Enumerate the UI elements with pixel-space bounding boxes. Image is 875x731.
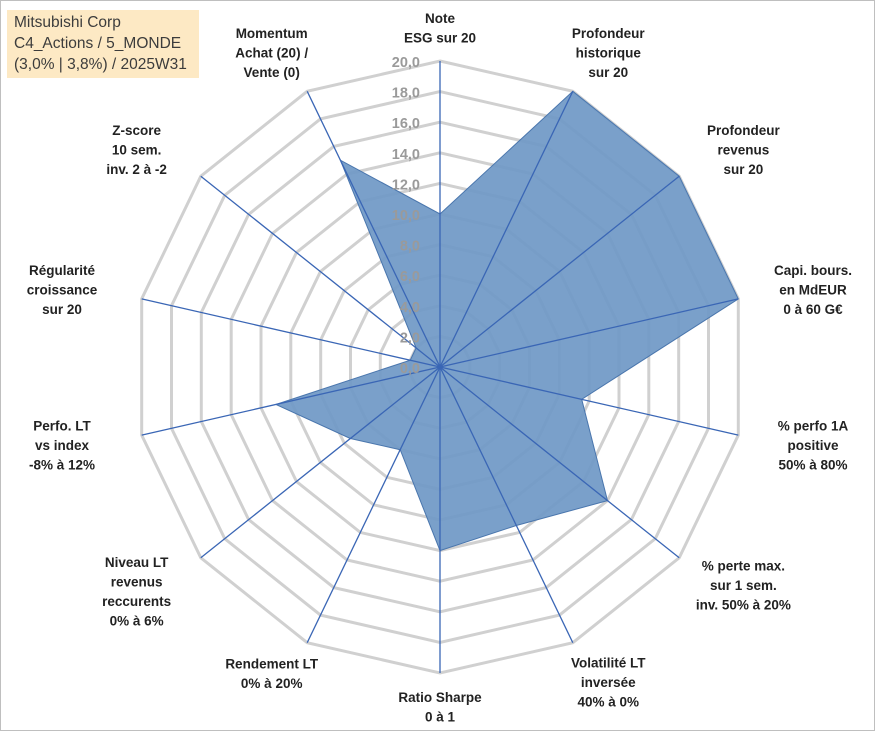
axis-label-line: revenus [718, 143, 770, 158]
axis-label-line: Niveau LT [105, 555, 169, 570]
tick-label: 2,0 [400, 330, 420, 346]
axis-label-line: Perfo. LT [33, 419, 91, 434]
axis-label-line: positive [787, 438, 839, 453]
tick-label: 12,0 [392, 177, 420, 193]
axis-label-line: inv. 2 à -2 [106, 162, 167, 177]
axis-layer [141, 61, 739, 673]
axis-label-line: Z-score [112, 123, 161, 138]
axis-label-line: Rendement LT [225, 656, 319, 671]
axis-label: % perte max. sur 1 sem. inv. 50% à 20% [696, 559, 791, 613]
axis-spoke [141, 366, 441, 436]
axis-label-line: 0 à 1 [425, 710, 456, 725]
axis-label: Capi. bours. en MdEUR 0 à 60 G€ [774, 263, 852, 317]
axis-label: Niveau LT revenus reccurents 0% à 6% [102, 555, 171, 629]
axis-label-line: Capi. bours. [774, 263, 852, 278]
tick-label: 14,0 [392, 147, 420, 163]
info-box: Mitsubishi Corp C4_Actions / 5_MONDE (3,… [7, 10, 199, 78]
axis-spoke [439, 366, 680, 559]
tick-label: 8,0 [400, 239, 420, 255]
axis-label-line: croissance [27, 283, 98, 298]
axis-spoke [439, 298, 739, 368]
axis-label: Momentum Achat (20) / Vente (0) [235, 26, 308, 80]
axis-label-line: 0% à 20% [241, 676, 303, 691]
tick-label: 20,0 [392, 55, 420, 71]
axis-label-line: Achat (20) / [235, 46, 308, 61]
axis-spoke [439, 366, 574, 643]
axis-label-line: 0% à 6% [110, 613, 164, 628]
axis-label-line: revenus [111, 574, 163, 589]
info-category: C4_Actions / 5_MONDE [14, 35, 182, 52]
axis-label-line: % perte max. [702, 559, 785, 574]
axis-label-line: inv. 50% à 20% [696, 598, 791, 613]
axis-label-line: sur 1 sem. [710, 578, 777, 593]
axis-label: Perfo. LT vs index -8% à 12% [29, 419, 95, 473]
axis-label-line: 40% à 0% [578, 694, 640, 709]
axis-label: Profondeur revenus sur 20 [707, 123, 780, 177]
tick-layer: 0,0 2,0 4,0 6,0 8,0 10,0 12,0 14,0 16,0 18,0 20,0 [392, 55, 420, 377]
tick-label: 16,0 [392, 116, 420, 132]
axis-label-line: inversée [581, 675, 636, 690]
axis-label: Note ESG sur 20 [404, 11, 476, 46]
axis-label: Profondeur historique sur 20 [572, 26, 645, 80]
axis-label-line: 50% à 80% [778, 458, 847, 473]
axis-label-line: 0 à 60 G€ [783, 302, 843, 317]
axis-spoke [141, 298, 441, 368]
tick-label: 6,0 [400, 269, 420, 285]
axis-label-line: historique [576, 46, 642, 61]
axis-label-line: Profondeur [572, 26, 645, 41]
axis-label-line: Volatilité LT [571, 655, 646, 670]
axis-label-line: reccurents [102, 594, 171, 609]
info-company: Mitsubishi Corp [14, 14, 121, 31]
axis-label-line: Profondeur [707, 123, 780, 138]
tick-label: 0,0 [400, 361, 420, 377]
tick-label: 18,0 [392, 86, 420, 102]
axis-label-line: Ratio Sharpe [398, 690, 482, 705]
axis-spoke [439, 91, 574, 368]
axis-label-line: Momentum [236, 26, 308, 41]
axis-label-line: 10 sem. [112, 143, 162, 158]
axis-label-line: vs index [35, 438, 90, 453]
tick-label: 10,0 [392, 208, 420, 224]
axis-spoke [200, 366, 441, 559]
axis-label: Z-score 10 sem. inv. 2 à -2 [106, 123, 167, 177]
axis-label: Régularité croissance sur 20 [27, 263, 98, 317]
axis-label-line: Note [425, 11, 455, 26]
tick-label: 4,0 [400, 300, 420, 316]
axis-label-line: sur 20 [42, 302, 82, 317]
axis-spoke [200, 175, 441, 368]
axis-label-line: % perfo 1A [778, 419, 849, 434]
axis-label: Ratio Sharpe 0 à 1 [398, 690, 482, 725]
axis-label-line: Vente (0) [244, 65, 300, 80]
axis-label-line: ESG sur 20 [404, 31, 476, 46]
axis-spoke [306, 91, 441, 368]
axis-label: Volatilité LT inversée 40% à 0% [571, 655, 646, 709]
axis-label-line: en MdEUR [779, 283, 847, 298]
axis-label-line: sur 20 [724, 162, 764, 177]
axis-label: Rendement LT 0% à 20% [225, 656, 319, 691]
axis-spoke [439, 175, 680, 368]
axis-spoke [439, 366, 739, 436]
axis-label: % perfo 1A positive 50% à 80% [778, 419, 849, 473]
info-params: (3,0% | 3,8%) / 2025W31 [14, 56, 187, 73]
axis-label-line: -8% à 12% [29, 458, 95, 473]
axis-spoke [306, 366, 441, 643]
label-layer: Note ESG sur 20 Profondeur historique sur 20… [27, 11, 852, 725]
axis-label-line: Régularité [29, 263, 96, 278]
axis-label-line: sur 20 [588, 65, 628, 80]
